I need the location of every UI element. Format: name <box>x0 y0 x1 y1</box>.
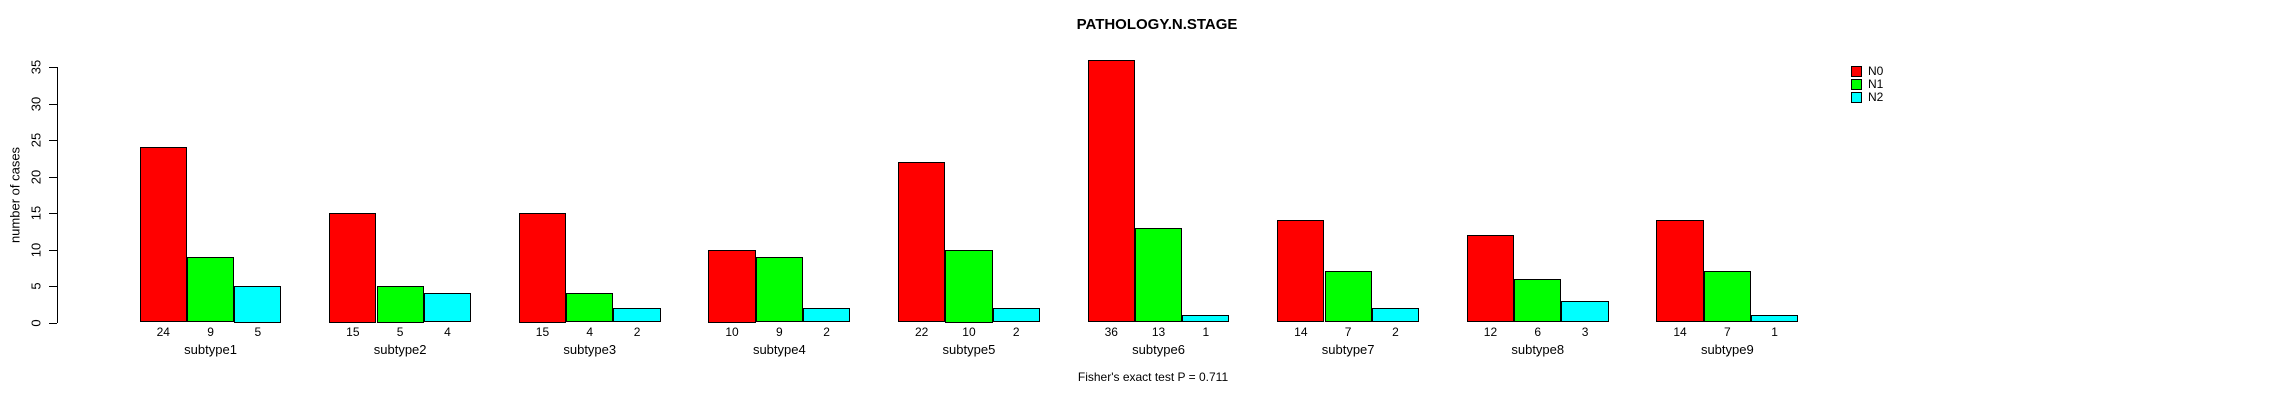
bar-value-label: 9 <box>775 325 783 339</box>
category-label-subtype1: subtype1 <box>184 342 237 357</box>
y-tick-label: 0 <box>28 318 44 327</box>
legend-row-n2: N2 <box>1851 90 1884 104</box>
bar-value-label: 15 <box>346 325 360 339</box>
y-tick-label: 30 <box>28 96 44 111</box>
y-tick <box>49 67 57 68</box>
bar-n2-subtype6 <box>1182 315 1230 323</box>
y-tick <box>49 176 57 178</box>
fisher-test-annotation: Fisher's exact test P = 0.711 <box>1077 370 1229 384</box>
chart-title: PATHOLOGY.N.STAGE <box>1076 16 1238 33</box>
y-tick <box>49 322 57 324</box>
bar-value-label: 9 <box>207 325 214 339</box>
bar-n1-subtype6 <box>1134 227 1183 323</box>
bar-n2-subtype1 <box>234 286 282 323</box>
category-label-subtype7: subtype7 <box>1321 342 1375 357</box>
category-label-subtype6: subtype6 <box>1132 342 1185 357</box>
bar-value-label: 12 <box>1483 325 1498 339</box>
category-label-subtype5: subtype5 <box>942 342 996 357</box>
bar-value-label: 14 <box>1673 325 1687 339</box>
bar-value-label: 5 <box>254 325 262 339</box>
y-tick <box>49 140 57 141</box>
bar-n1-subtype4 <box>755 256 803 323</box>
bar-value-label: 4 <box>586 325 594 339</box>
bar-n0-subtype2 <box>329 213 377 323</box>
y-tick-label: 35 <box>28 59 44 75</box>
legend-label: N0 <box>1868 64 1884 78</box>
bar-n0-subtype5 <box>898 161 946 323</box>
bar-n1-subtype9 <box>1703 271 1751 323</box>
bar-n0-subtype8 <box>1466 234 1515 323</box>
y-axis-label: number of cases <box>7 146 23 244</box>
bar-value-label: 10 <box>962 325 976 339</box>
category-label-subtype2: subtype2 <box>373 342 427 357</box>
bar-n1-subtype3 <box>566 293 614 323</box>
legend-label: N1 <box>1868 77 1884 91</box>
legend-row-n1: N1 <box>1851 77 1884 91</box>
legend-row-n0: N0 <box>1851 64 1884 78</box>
y-tick-label: 25 <box>28 132 44 148</box>
y-tick-label: 20 <box>28 169 44 184</box>
bar-n2-subtype7 <box>1371 307 1420 323</box>
y-tick-label: 5 <box>28 282 44 290</box>
bar-value-label: 7 <box>1723 325 1731 339</box>
category-label-subtype8: subtype8 <box>1511 342 1565 357</box>
bar-n0-subtype9 <box>1656 220 1704 323</box>
bar-value-label: 4 <box>444 325 451 339</box>
bar-n2-subtype2 <box>423 293 472 323</box>
bar-n2-subtype9 <box>1751 315 1799 323</box>
bar-n0-subtype3 <box>518 213 567 323</box>
bar-n2-subtype5 <box>992 307 1040 323</box>
bar-n0-subtype7 <box>1277 220 1325 323</box>
bar-value-label: 22 <box>914 325 929 339</box>
bar-value-label: 1 <box>1771 325 1778 339</box>
bar-value-label: 13 <box>1151 325 1166 339</box>
y-axis-line <box>57 67 58 323</box>
bar-n1-subtype7 <box>1324 271 1372 323</box>
bar-n2-subtype8 <box>1561 300 1609 323</box>
bar-n2-subtype3 <box>613 307 661 323</box>
bar-n1-subtype1 <box>186 256 235 323</box>
bar-value-label: 10 <box>725 325 739 339</box>
bar-n1-subtype5 <box>945 249 993 323</box>
y-tick-label: 15 <box>28 205 44 221</box>
legend-swatch-n1 <box>1851 79 1862 90</box>
bar-value-label: 14 <box>1294 325 1308 339</box>
bar-value-label: 5 <box>396 325 404 339</box>
bar-value-label: 2 <box>823 325 830 339</box>
legend-swatch-n0 <box>1851 66 1862 77</box>
bar-value-label: 1 <box>1202 325 1210 339</box>
bar-value-label: 2 <box>1012 325 1020 339</box>
legend: N0 N1 N2 <box>1851 64 1884 105</box>
category-label-subtype9: subtype9 <box>1700 342 1754 357</box>
legend-swatch-n2 <box>1851 92 1862 103</box>
y-tick-label: 10 <box>28 242 44 257</box>
bar-value-label: 36 <box>1104 325 1118 339</box>
bar-n1-subtype2 <box>376 286 424 323</box>
bar-value-label: 2 <box>633 325 641 339</box>
y-tick <box>49 103 57 105</box>
bar-value-label: 6 <box>1534 325 1542 339</box>
bar-n1-subtype8 <box>1514 278 1562 323</box>
y-tick <box>49 213 57 214</box>
category-label-subtype3: subtype3 <box>563 342 617 357</box>
bar-n2-subtype4 <box>803 307 851 323</box>
bar-n0-subtype1 <box>139 147 187 323</box>
y-tick <box>49 286 57 287</box>
bar-value-label: 7 <box>1344 325 1352 339</box>
legend-label: N2 <box>1868 90 1884 104</box>
bar-value-label: 3 <box>1581 325 1589 339</box>
category-label-subtype4: subtype4 <box>752 342 806 357</box>
bar-value-label: 15 <box>535 325 550 339</box>
y-tick <box>49 249 57 251</box>
bar-value-label: 2 <box>1392 325 1399 339</box>
bar-n0-subtype6 <box>1087 59 1135 323</box>
bar-n0-subtype4 <box>708 249 756 323</box>
bar-value-label: 24 <box>156 325 170 339</box>
